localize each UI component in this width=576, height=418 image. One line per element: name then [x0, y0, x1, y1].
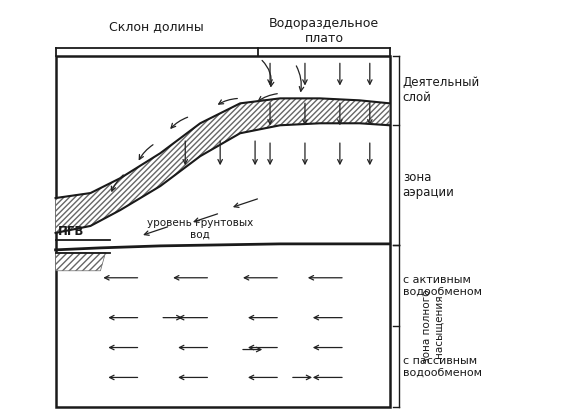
Text: Водораздельное
плато: Водораздельное плато	[269, 17, 379, 45]
Text: с активным
водообменом: с активным водообменом	[403, 275, 482, 296]
Text: ПГВ: ПГВ	[58, 225, 84, 238]
Text: МГВ: МГВ	[58, 255, 86, 268]
Text: Деятельный
слой: Деятельный слой	[403, 76, 480, 104]
Text: зона
аэрации: зона аэрации	[403, 171, 454, 199]
Text: с пассивным
водообменом: с пассивным водообменом	[403, 356, 482, 377]
Polygon shape	[55, 253, 105, 271]
Bar	[55, 56, 390, 407]
Text: уровень грунтовых
вод: уровень грунтовых вод	[147, 218, 253, 240]
Text: зона полного
насыщения: зона полного насыщения	[422, 289, 444, 363]
Polygon shape	[55, 98, 390, 233]
Text: Склон долины: Склон долины	[109, 20, 204, 33]
